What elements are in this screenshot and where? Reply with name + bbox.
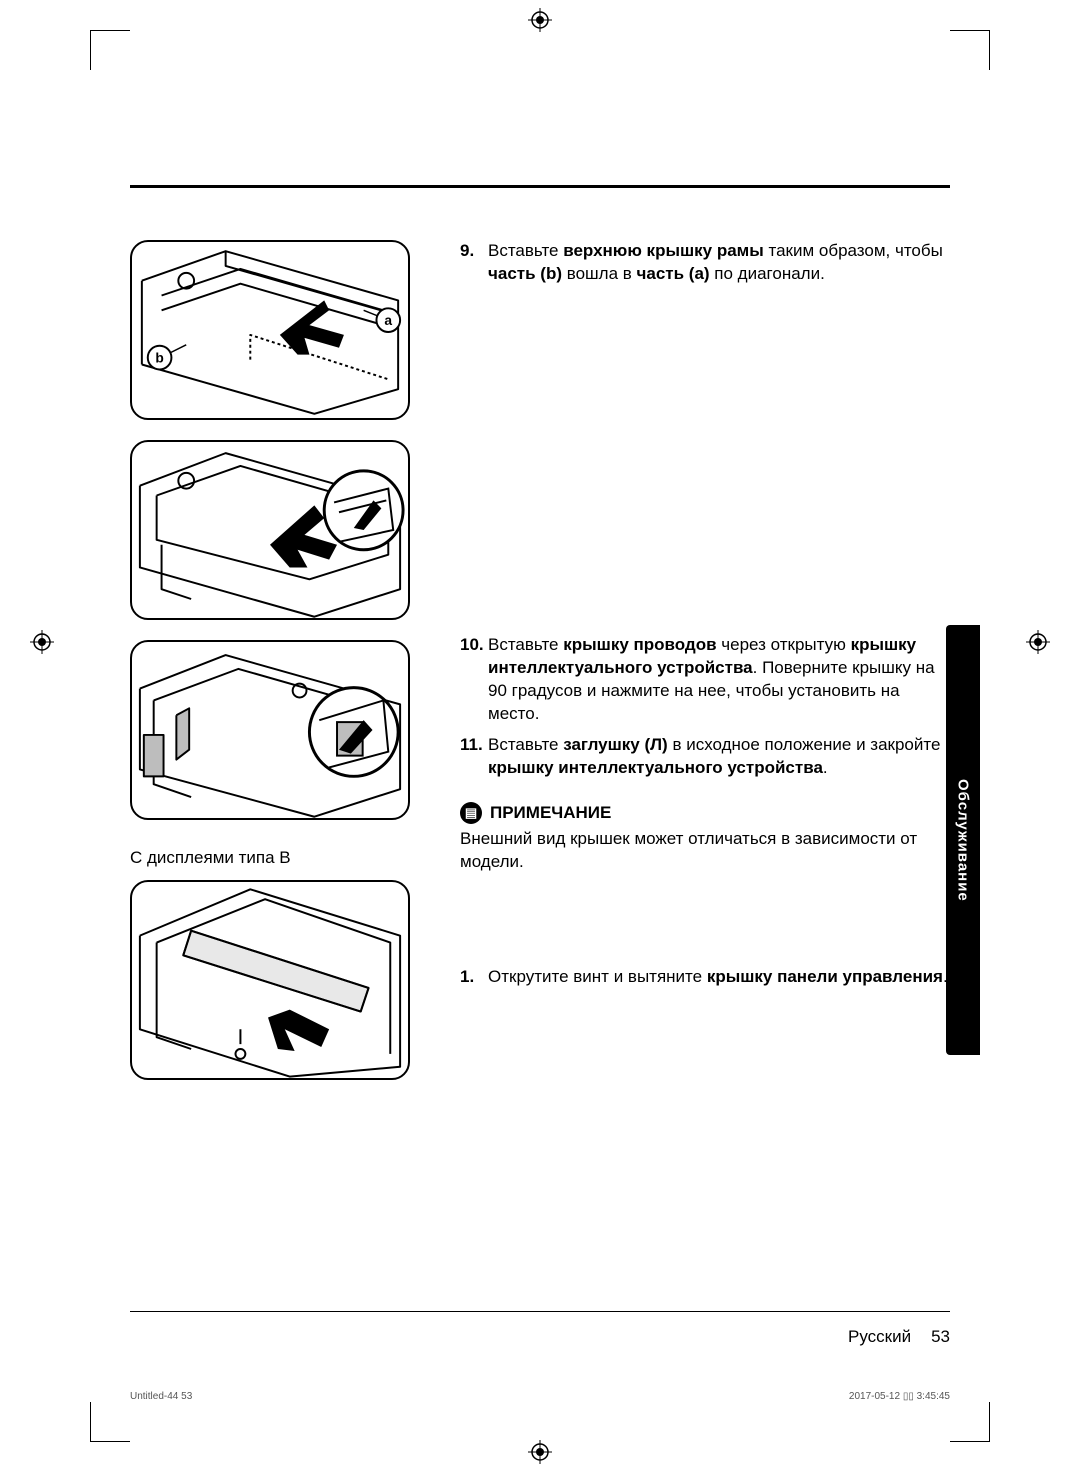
step-list-middle: 10. Вставьте крышку проводов через откры… [460, 634, 950, 788]
note-text: Внешний вид крышек может отличаться в за… [460, 828, 950, 874]
page-footer-lang: Русский 53 [848, 1327, 950, 1347]
crop-mark [950, 30, 990, 70]
step-text: Открутите винт и вытяните крышку панели … [488, 966, 948, 989]
step-1: 1. Открутите винт и вытяните крышку пане… [460, 966, 950, 989]
figure-step-10-11 [130, 640, 410, 820]
step-number: 1. [460, 966, 488, 989]
registration-mark-icon [528, 1440, 552, 1464]
print-footer-right: 2017-05-12 ▯▯ 3:45:45 [849, 1391, 950, 1402]
step-list-top: 9. Вставьте верхнюю крышку рамы таким об… [460, 240, 950, 294]
step-text: Вставьте заглушку (Л) в исходное положен… [488, 734, 950, 780]
language-label: Русский [848, 1327, 911, 1347]
figure-step-9: a b [130, 240, 410, 420]
figure-step-9b [130, 440, 410, 620]
figure-label-a: a [384, 313, 392, 328]
step-11: 11. Вставьте заглушку (Л) в исходное пол… [460, 734, 950, 780]
print-footer-left: Untitled-44 53 [130, 1391, 192, 1402]
step-9: 9. Вставьте верхнюю крышку рамы таким об… [460, 240, 950, 286]
note-heading: ▤ ПРИМЕЧАНИЕ [460, 802, 950, 825]
registration-mark-icon [30, 630, 54, 654]
note-icon: ▤ [460, 802, 482, 824]
crop-mark [90, 1402, 130, 1442]
step-text: Вставьте крышку проводов через открытую … [488, 634, 950, 726]
footer-divider [130, 1311, 950, 1312]
step-10: 10. Вставьте крышку проводов через откры… [460, 634, 950, 726]
step-number: 11. [460, 734, 488, 780]
step-list-bottom: 1. Открутите винт и вытяните крышку пане… [460, 966, 950, 997]
figure-label-b: b [155, 351, 163, 366]
step-number: 9. [460, 240, 488, 286]
figure-step-1 [130, 880, 410, 1080]
subheading-display-type-b: С дисплеями типа B [130, 848, 430, 868]
section-side-tab: Обслуживание [946, 625, 980, 1055]
step-number: 10. [460, 634, 488, 726]
registration-mark-icon [528, 8, 552, 32]
registration-mark-icon [1026, 630, 1050, 654]
step-text: Вставьте верхнюю крышку рамы таким образ… [488, 240, 950, 286]
crop-mark [90, 30, 130, 70]
section-divider [130, 185, 950, 188]
page-number: 53 [931, 1327, 950, 1347]
crop-mark [950, 1402, 990, 1442]
note-title: ПРИМЕЧАНИЕ [490, 802, 611, 825]
